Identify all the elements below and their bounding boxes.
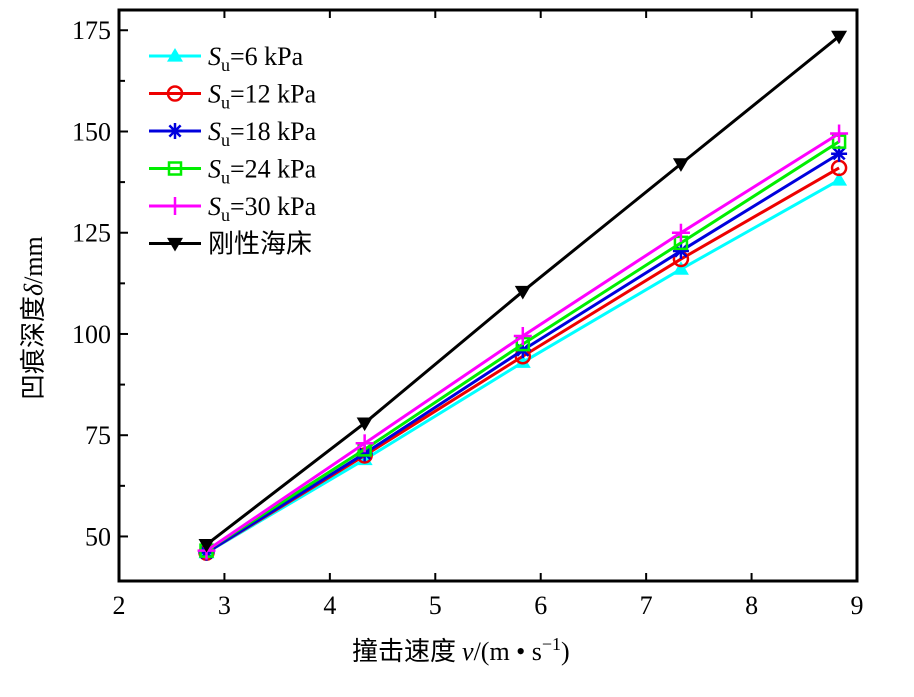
x-tick-label: 4 bbox=[323, 591, 336, 620]
data-point-plus bbox=[671, 223, 690, 242]
legend-label: Su=18 kPa bbox=[208, 117, 317, 150]
x-tick-label: 2 bbox=[113, 591, 126, 620]
x-tick-label: 5 bbox=[429, 591, 442, 620]
data-point-triangle-down bbox=[167, 237, 183, 252]
data-point-triangle-up bbox=[672, 261, 689, 275]
y-tick-label: 50 bbox=[85, 522, 111, 551]
data-point-plus bbox=[166, 197, 184, 215]
legend-item: Su=18 kPa bbox=[149, 117, 317, 150]
x-tick-label: 3 bbox=[218, 591, 231, 620]
data-point-asterisk bbox=[167, 123, 183, 139]
data-point-square bbox=[167, 161, 183, 176]
legend-item: Su=6 kPa bbox=[149, 42, 304, 75]
data-point-triangle-down bbox=[198, 538, 215, 553]
series-Su=30 kPa bbox=[197, 124, 849, 560]
x-tick-label: 9 bbox=[851, 591, 864, 620]
data-point-triangle-up bbox=[514, 354, 531, 368]
data-point-triangle-down bbox=[831, 30, 848, 45]
legend-item: Su=30 kPa bbox=[149, 192, 317, 225]
x-axis-label: 撞击速度 v/(m • s−1) bbox=[352, 634, 570, 666]
legend-item: 刚性海床 bbox=[149, 230, 312, 259]
x-tick-label: 6 bbox=[534, 591, 547, 620]
legend-label: Su=30 kPa bbox=[208, 192, 317, 225]
data-point-plus bbox=[355, 434, 374, 453]
data-point-triangle-down bbox=[356, 417, 373, 432]
y-tick-label: 150 bbox=[72, 117, 111, 146]
data-point-triangle-down bbox=[514, 285, 531, 300]
x-tick-label: 8 bbox=[745, 591, 758, 620]
data-point-circle bbox=[166, 85, 184, 102]
y-axis-label: 凹痕深度δ/mm bbox=[19, 236, 48, 400]
legend: Su=6 kPa Su=12 kPa Su=18 kPa Su=24 kPa Su=30… bbox=[149, 42, 317, 259]
plot-frame bbox=[117, 8, 859, 583]
y-tick-label: 75 bbox=[85, 421, 111, 450]
data-point-triangle-down bbox=[672, 158, 689, 172]
data-point-triangle-up bbox=[167, 48, 183, 62]
data-point-asterisk bbox=[672, 242, 689, 259]
legend-label: Su=24 kPa bbox=[208, 155, 317, 188]
x-tick-label: 7 bbox=[640, 591, 653, 620]
legend-item: Su=12 kPa bbox=[149, 80, 317, 113]
data-point-plus bbox=[830, 124, 849, 143]
y-tick-label: 125 bbox=[72, 219, 111, 248]
legend-label: Su=12 kPa bbox=[208, 80, 317, 113]
data-point-triangle-up bbox=[831, 172, 848, 186]
legend-label: Su=6 kPa bbox=[208, 42, 304, 75]
data-point-plus bbox=[513, 326, 532, 345]
legend-label: 刚性海床 bbox=[208, 230, 312, 259]
legend-item: Su=24 kPa bbox=[149, 155, 317, 188]
y-tick-label: 175 bbox=[72, 16, 111, 45]
series-刚性海床 bbox=[198, 30, 848, 553]
y-tick-label: 100 bbox=[72, 320, 111, 349]
